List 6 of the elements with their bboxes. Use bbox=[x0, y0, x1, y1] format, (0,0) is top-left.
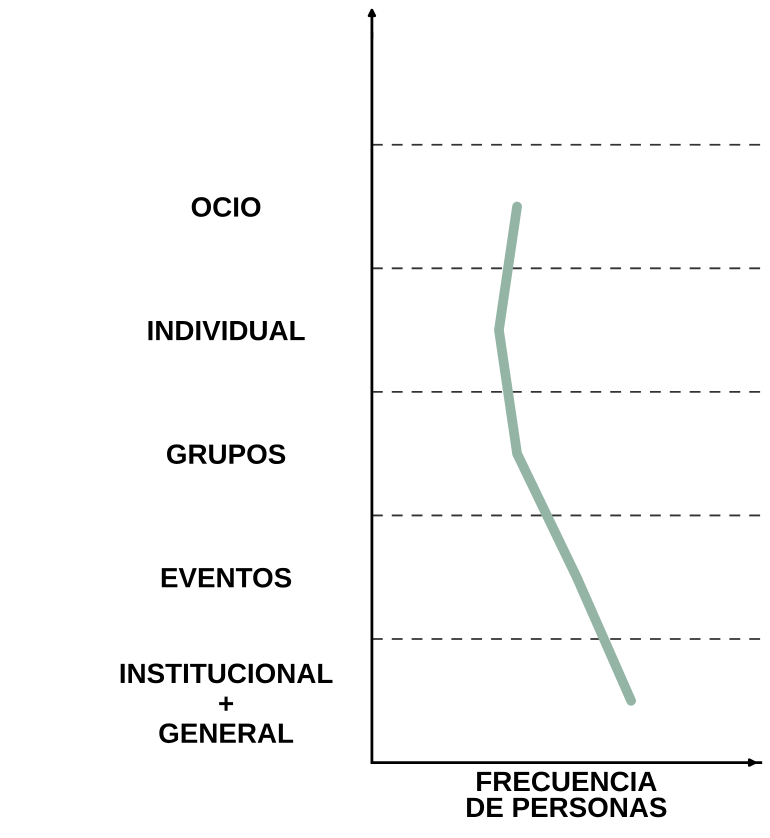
y-tick-label: INDIVIDUAL bbox=[148, 321, 305, 340]
y-tick-label: EVENTOS bbox=[162, 568, 292, 588]
x-axis-title: FRECUENCIA DE PERSONAS bbox=[467, 772, 666, 818]
y-tick-label: INSTITUCIONAL + GENERAL bbox=[120, 664, 332, 744]
y-tick-label: GRUPOS bbox=[167, 444, 286, 464]
y-tick-label: OCIO bbox=[192, 197, 260, 217]
